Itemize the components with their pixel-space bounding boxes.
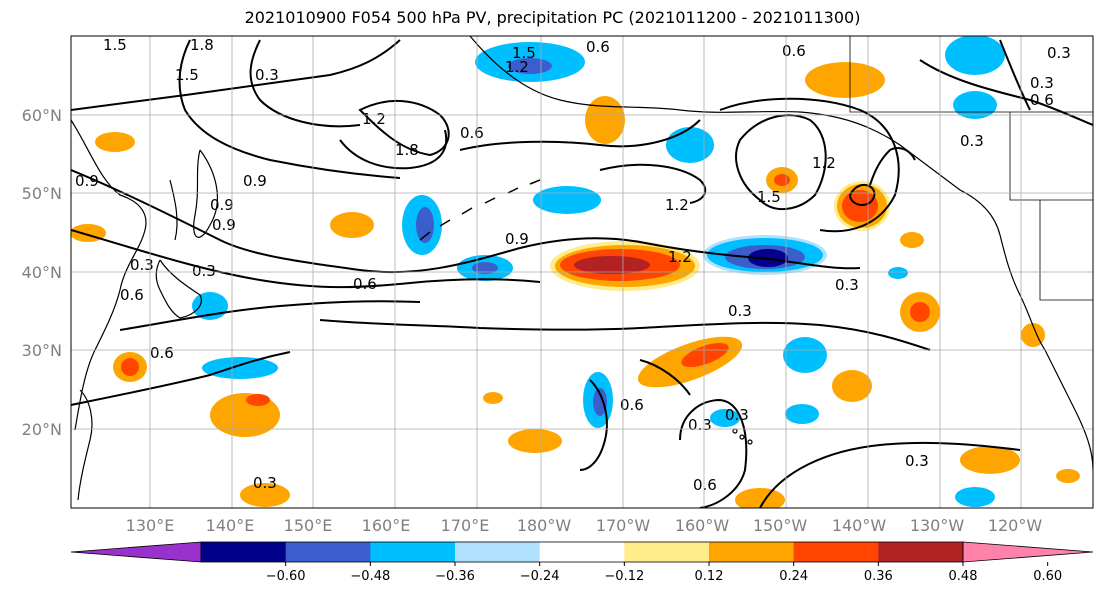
- contour-label: 0.6: [1030, 91, 1054, 109]
- colorbar-tick-label: −0.12: [604, 569, 644, 584]
- contour-label: 1.2: [812, 154, 836, 172]
- colorbar-segment: [624, 542, 710, 562]
- contour-label: 1.2: [505, 58, 529, 76]
- colorbar-segment: [285, 542, 371, 562]
- colorbar-tick-label: −0.60: [266, 569, 306, 584]
- contour-label: 0.3: [255, 66, 279, 84]
- contour-label: 0.3: [130, 256, 154, 274]
- colorbar-segment: [370, 542, 456, 562]
- colorbar-segments: [70, 541, 1094, 563]
- contour-label: 1.2: [665, 196, 689, 214]
- lat-label: 60°N: [22, 106, 62, 125]
- contour-label: 0.9: [212, 216, 236, 234]
- contour-label: 0.3: [835, 276, 859, 294]
- lon-label: 140°E: [206, 516, 255, 535]
- graticule: [71, 36, 1093, 508]
- contour-label: 0.9: [505, 230, 529, 248]
- contour-label: 0.3: [728, 302, 752, 320]
- contour-label: 0.6: [120, 286, 144, 304]
- lat-label: 50°N: [22, 184, 62, 203]
- colorbar-tick-label: −0.24: [520, 569, 560, 584]
- lon-label: 170°W: [596, 516, 651, 535]
- colorbar-segment: [201, 542, 287, 562]
- contour-label: 0.6: [782, 42, 806, 60]
- contour-label: 1.2: [362, 110, 386, 128]
- contour-label: 1.2: [668, 248, 692, 266]
- lon-label: 160°E: [362, 516, 411, 535]
- lon-label: 130°W: [910, 516, 965, 535]
- latitude-labels: 60°N 50°N 40°N 30°N 20°N: [22, 106, 62, 439]
- contour-label: 0.3: [725, 406, 749, 424]
- contour-label: 0.6: [150, 344, 174, 362]
- colorbar-tick-label: −0.36: [435, 569, 475, 584]
- lon-label: 130°E: [126, 516, 175, 535]
- colorbar-tick-label: 0.36: [864, 569, 893, 584]
- colorbar-extend-max: [962, 541, 1094, 563]
- colorbar-segment: [455, 542, 541, 562]
- lon-label: 150°W: [753, 516, 808, 535]
- contour-label: 1.5: [512, 44, 536, 62]
- lon-label: 150°E: [284, 516, 333, 535]
- contour-label: 0.9: [210, 196, 234, 214]
- lon-label: 160°W: [675, 516, 730, 535]
- colorbar-tick-label: −0.48: [350, 569, 390, 584]
- lon-label: 180°W: [517, 516, 572, 535]
- contour-label: 0.3: [1030, 74, 1054, 92]
- colorbar-tick-label: 0.60: [1033, 569, 1062, 584]
- colorbar-segment: [878, 542, 964, 562]
- lat-label: 30°N: [22, 341, 62, 360]
- contour-label: 0.6: [620, 396, 644, 414]
- colorbar-tick-label: 0.48: [949, 569, 978, 584]
- colorbar-segment: [793, 542, 879, 562]
- contour-label: 1.5: [103, 36, 127, 54]
- contour-label: 1.8: [395, 141, 419, 159]
- longitude-labels: 130°E 140°E 150°E 160°E 170°E 180°W 170°…: [126, 516, 1043, 535]
- lon-label: 170°E: [441, 516, 490, 535]
- contour-label: 0.3: [905, 452, 929, 470]
- contour-label: 0.3: [688, 416, 712, 434]
- colorbar-extend-min: [70, 541, 202, 563]
- contour-label: 1.5: [757, 188, 781, 206]
- contour-label: 0.3: [192, 262, 216, 280]
- contour-label: 0.3: [960, 132, 984, 150]
- contour-label: 0.6: [693, 476, 717, 494]
- contour-label: 0.3: [253, 474, 277, 492]
- map-title: 2021010900 F054 500 hPa PV, precipitatio…: [244, 8, 861, 27]
- contour-label: 0.9: [243, 172, 267, 190]
- colorbar-segment: [539, 542, 625, 562]
- contour-label: 1.5: [175, 66, 199, 84]
- colorbar-ticks: −0.60 −0.48 −0.36 −0.24 −0.12 0.12 0.24 0.36 0.4…: [266, 562, 1062, 584]
- colorbar-segment: [709, 542, 795, 562]
- map-frame: [70, 35, 1094, 509]
- lon-label: 120°W: [988, 516, 1043, 535]
- contour-label: 0.6: [460, 124, 484, 142]
- lon-label: 140°W: [832, 516, 887, 535]
- contour-label: 0.3: [1047, 44, 1071, 62]
- contour-label: 0.6: [353, 275, 377, 293]
- contour-label: 0.6: [586, 38, 610, 56]
- contour-label: 0.9: [75, 172, 99, 190]
- contour-labels: 1.5 1.8 1.5 0.3 1.5 1.2 0.6 1.2 1.8 0.6 …: [75, 36, 1071, 494]
- colorbar-tick-label: 0.12: [695, 569, 724, 584]
- colorbar-tick-label: 0.24: [779, 569, 808, 584]
- colorbar-frame: [200, 541, 964, 563]
- lat-label: 40°N: [22, 263, 62, 282]
- contour-label: 1.8: [190, 36, 214, 54]
- lat-label: 20°N: [22, 420, 62, 439]
- precipitation-shading: [71, 36, 1080, 508]
